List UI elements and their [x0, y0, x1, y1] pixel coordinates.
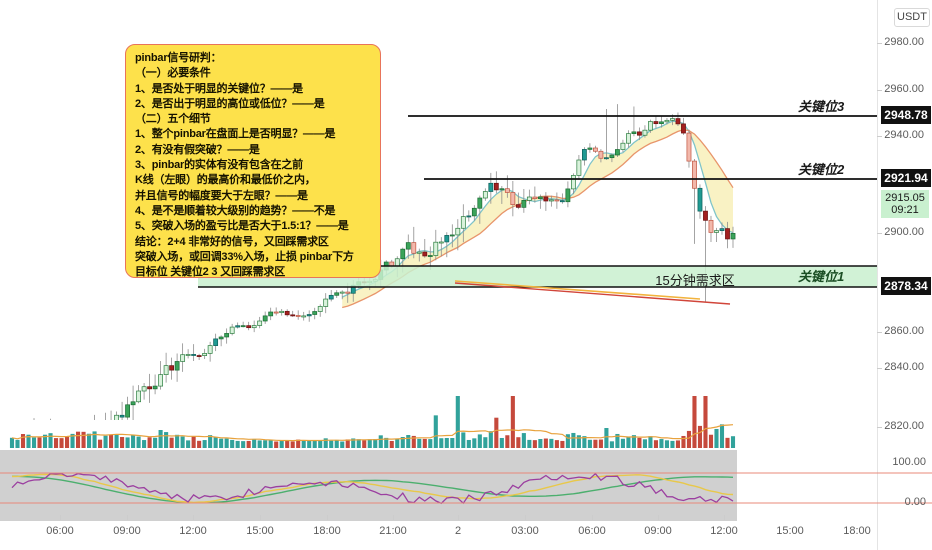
svg-text:关键位3: 关键位3	[798, 99, 845, 114]
svg-text:关键位2: 关键位2	[798, 162, 845, 177]
svg-text:15分钟需求区: 15分钟需求区	[655, 273, 734, 288]
svg-text:关键位1: 关键位1	[798, 269, 844, 284]
